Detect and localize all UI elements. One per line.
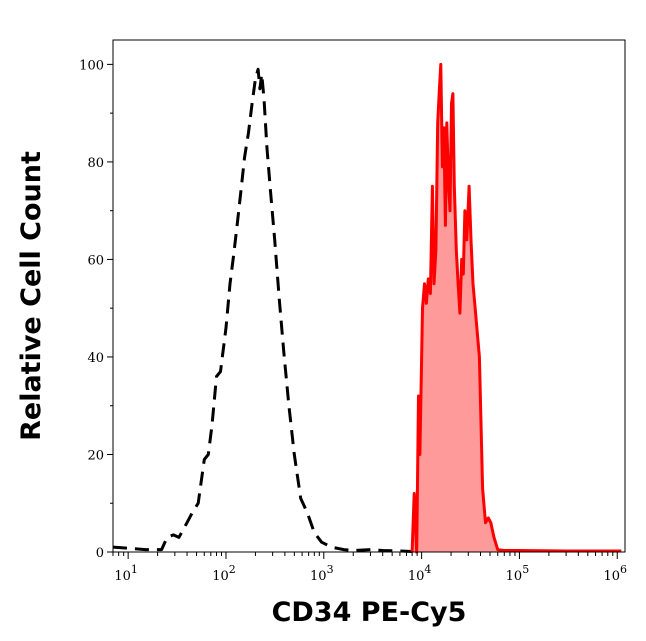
- plot-area: [112, 62, 622, 554]
- series-1-line: [112, 67, 413, 553]
- x-tick-label: 103: [310, 563, 334, 584]
- x-tick-label: 102: [212, 563, 236, 584]
- y-tick-label: 80: [87, 156, 104, 171]
- x-tick-label: 101: [114, 563, 138, 584]
- y-tick-label: 20: [87, 448, 104, 463]
- x-tick-label: 105: [506, 563, 530, 584]
- plot-frame: [112, 39, 626, 553]
- y-tick-label: 40: [87, 351, 104, 366]
- x-axis-title: CD34 PE-Cy5: [272, 597, 467, 628]
- y-tick-label: 100: [79, 58, 104, 73]
- axis-ticks: 101 102 103 104 105 106 0 20 40 60 80 100: [79, 58, 627, 584]
- y-axis-title: Relative Cell Count: [16, 151, 47, 441]
- x-tick-label: 106: [603, 563, 627, 584]
- x-tick-label: 104: [408, 563, 432, 584]
- y-tick-label: 60: [87, 253, 104, 268]
- series-2-fill: [412, 64, 622, 553]
- y-tick-label: 0: [96, 546, 104, 561]
- series-2-line: [410, 62, 622, 554]
